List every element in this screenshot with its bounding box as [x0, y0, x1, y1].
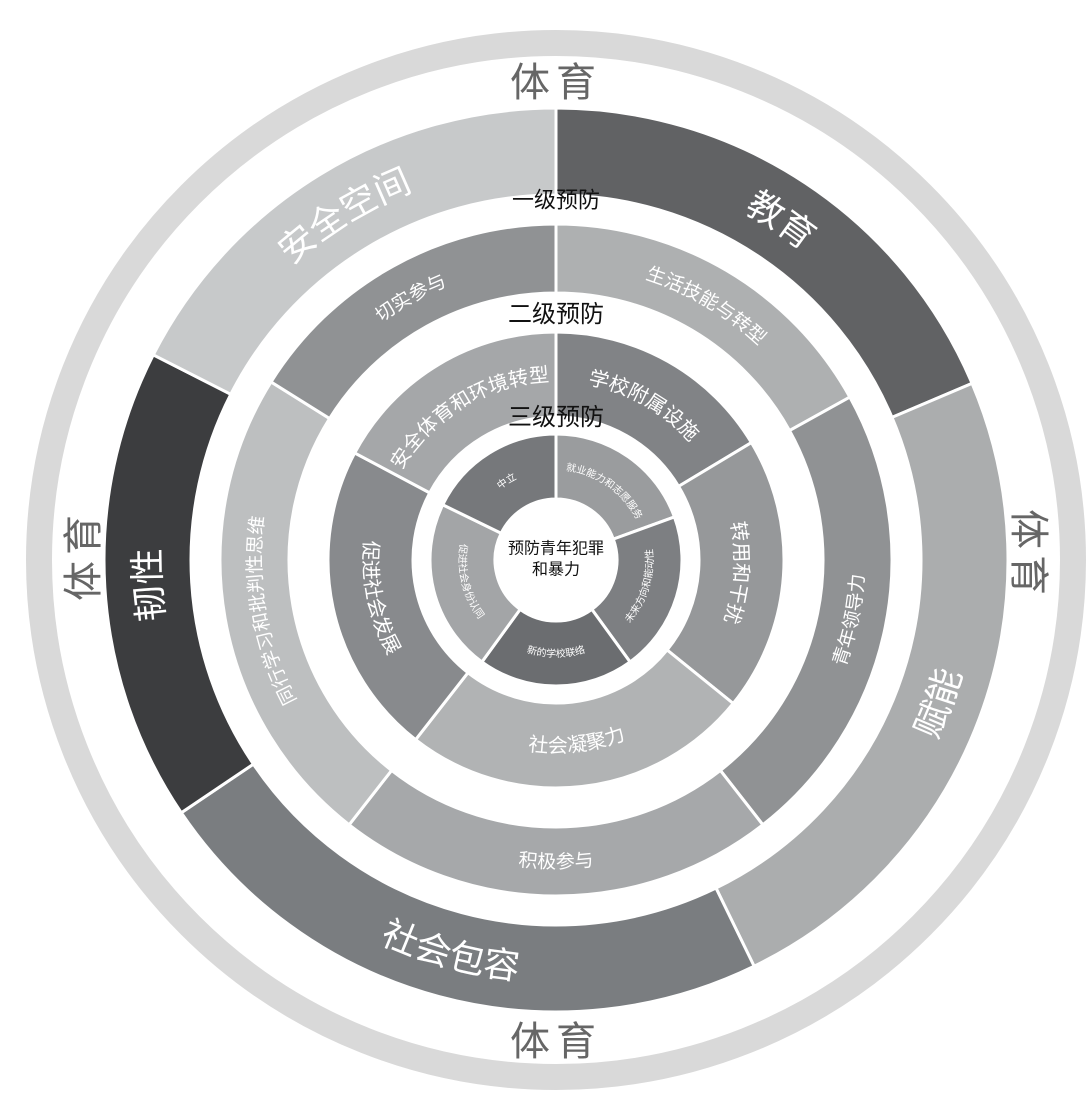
ring-layer — [102, 106, 1010, 1014]
outer-ring-label-sports: 体育 — [510, 60, 602, 106]
label-layer: 体育体育体育体育教育赋能社会包容韧性安全空间生活技能与转型青年领导力积极参与同行… — [61, 60, 1051, 1065]
outer-ring — [26, 30, 1086, 1090]
outcome-segment — [479, 607, 633, 688]
intervention-segment — [665, 440, 786, 706]
primary-prevention-label: 一级预防 — [512, 189, 600, 214]
intervention-segment — [413, 647, 736, 790]
center-title-line1: 预防青年犯罪 — [508, 539, 604, 558]
outer-ring-layer — [26, 30, 1086, 1090]
outcome-segment — [428, 502, 523, 665]
intervention-segment — [326, 450, 471, 742]
outer-ring-label-sports: 体育 — [510, 1019, 602, 1065]
secondary-prevention-label: 二级预防 — [508, 300, 604, 328]
tertiary-prevention-label: 三级预防 — [508, 403, 604, 431]
outer-ring-label-sports: 体育 — [1005, 509, 1051, 601]
center-title-line2: 和暴力 — [532, 560, 580, 579]
strategy-segment — [268, 222, 558, 421]
pillar-segment — [151, 106, 558, 397]
outer-ring-label-sports: 体育 — [61, 509, 107, 601]
outcome-segment — [589, 514, 684, 665]
outcome-segment — [554, 432, 677, 542]
outcome-segment — [440, 432, 558, 536]
intervention-segment — [352, 330, 558, 495]
